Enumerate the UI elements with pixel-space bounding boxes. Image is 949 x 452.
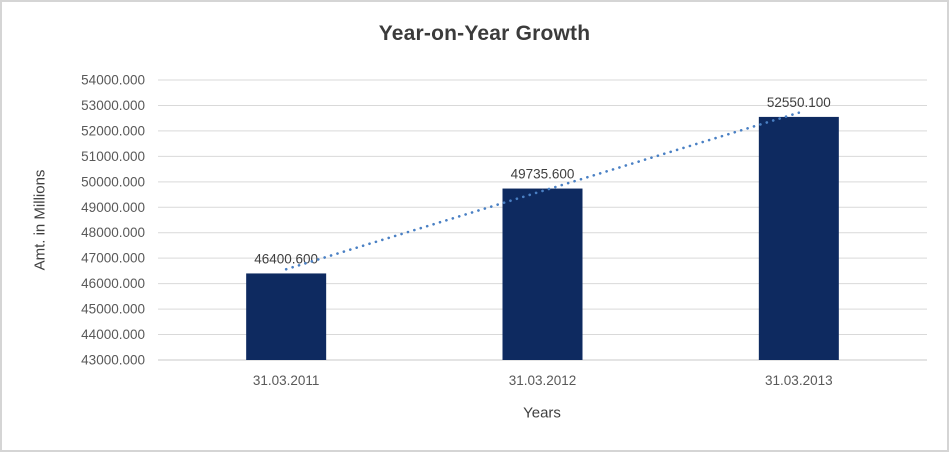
bar-data-label: 46400.600: [254, 251, 318, 266]
y-tick-label: 52000.000: [81, 123, 145, 138]
y-tick-label: 53000.000: [81, 98, 145, 113]
x-tick-label: 31.03.2011: [253, 373, 320, 388]
y-tick-label: 51000.000: [81, 149, 145, 164]
x-tick-label: 31.03.2012: [509, 373, 577, 388]
y-tick-label: 47000.000: [81, 251, 145, 266]
x-axis-title: Years: [523, 404, 561, 422]
y-tick-label: 54000.000: [81, 73, 145, 88]
y-tick-label: 46000.000: [81, 276, 145, 291]
bar-data-label: 52550.100: [767, 95, 831, 110]
y-tick-label: 48000.000: [81, 225, 145, 240]
y-tick-label: 45000.000: [81, 302, 145, 317]
trendline: [284, 111, 801, 271]
x-tick-label: 31.03.2013: [765, 373, 833, 388]
y-tick-label: 49000.000: [81, 200, 145, 215]
y-tick-label: 44000.000: [81, 327, 145, 342]
y-tick-label: 43000.000: [81, 353, 145, 368]
bar-data-label: 49735.600: [511, 167, 575, 182]
chart-title: Year-on-Year Growth: [378, 22, 591, 45]
bar: [502, 188, 583, 360]
bar: [758, 116, 839, 360]
y-tick-label: 50000.000: [81, 174, 145, 189]
bar: [246, 273, 327, 360]
